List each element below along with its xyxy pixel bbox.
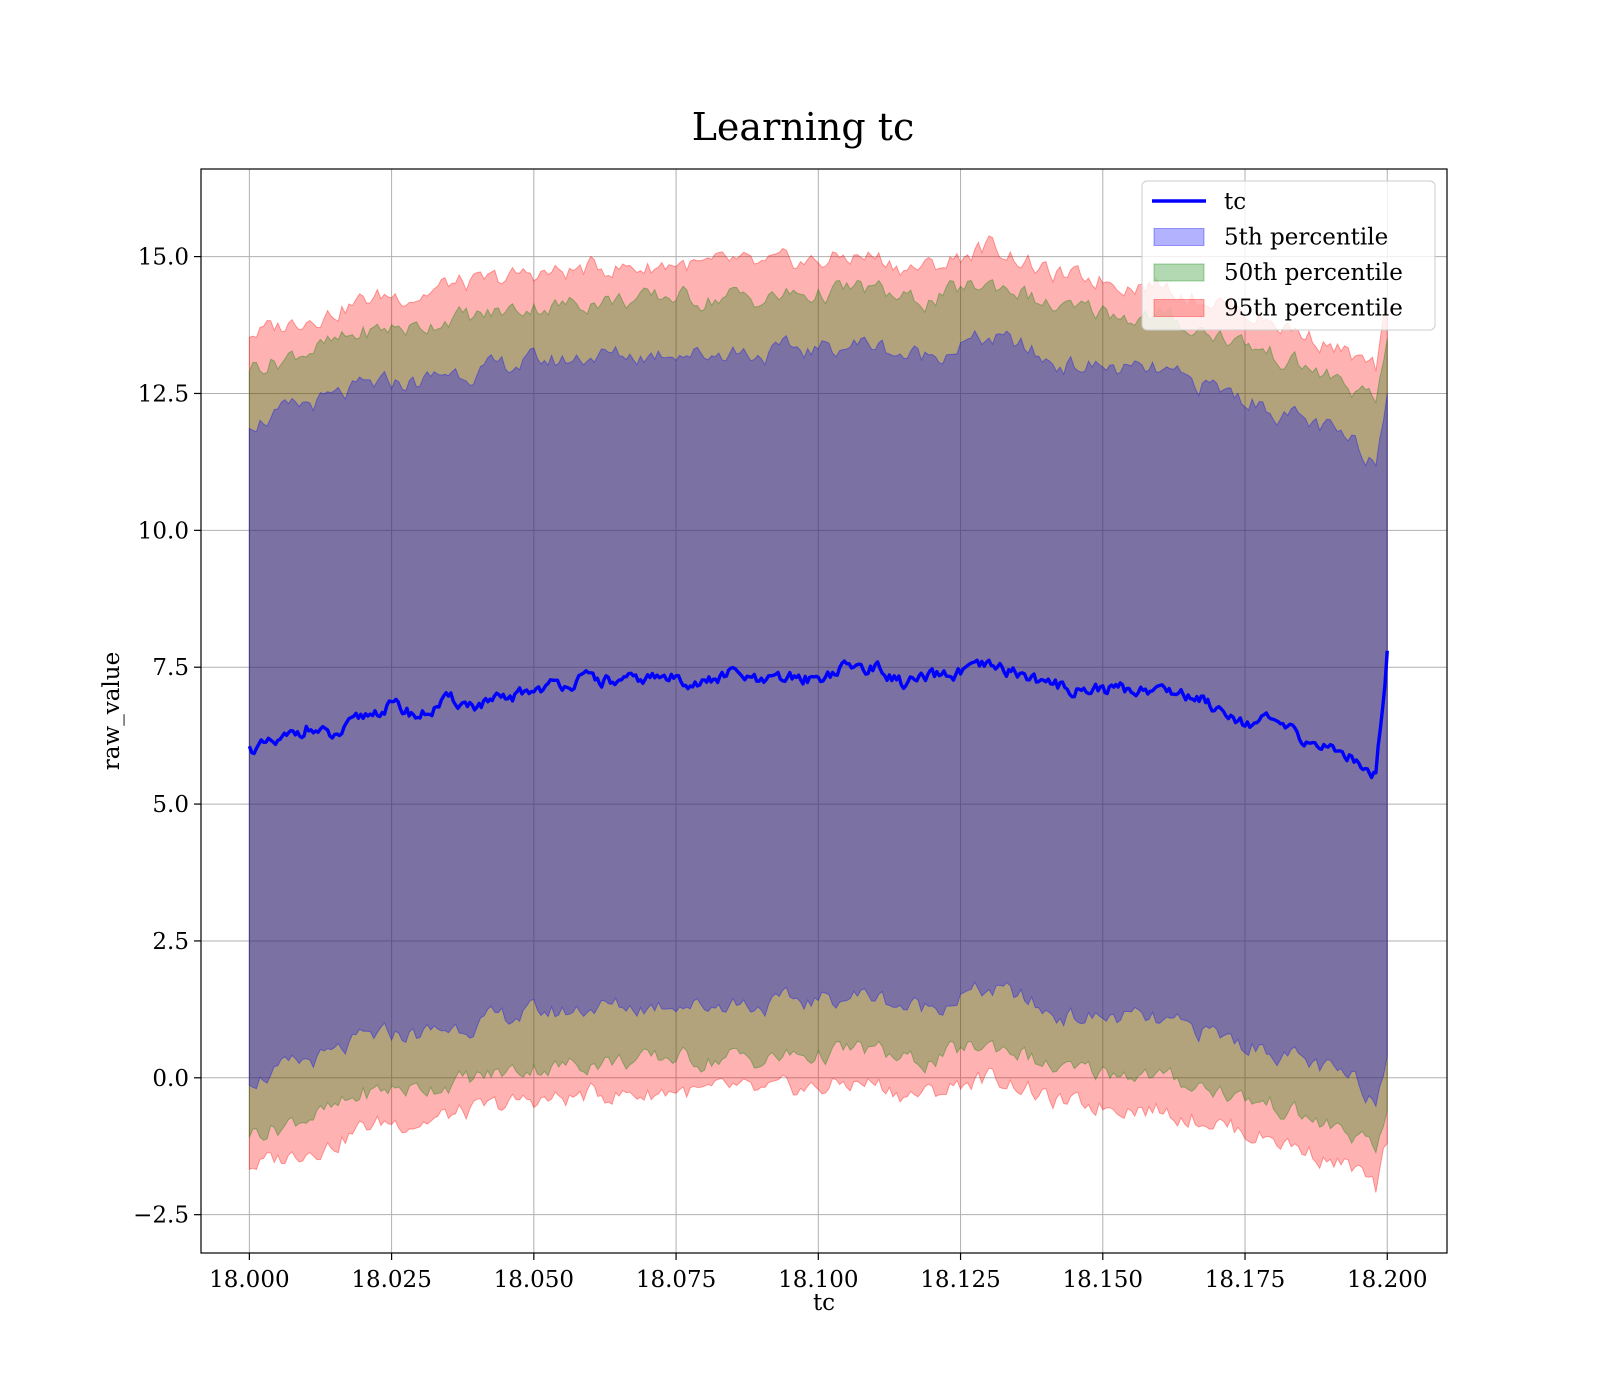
x-tick-label: 18.050 [494, 1267, 574, 1293]
y-tick-label: 0.0 [152, 1066, 189, 1092]
band-95th [248, 235, 1388, 1193]
ticks: 18.000 18.025 18.050 18.075 18.100 18.125 18.1… [133, 245, 1427, 1293]
x-tick-label: 18.200 [1347, 1267, 1427, 1293]
legend-swatch-95th [1153, 299, 1205, 317]
x-tick-label: 18.100 [778, 1267, 858, 1293]
x-tick-label: 18.175 [1205, 1267, 1285, 1293]
legend-swatch-50th [1153, 263, 1205, 282]
x-axis-label: tc [813, 1290, 835, 1316]
x-tick-label: 18.025 [351, 1267, 431, 1293]
y-tick-label: −2.5 [133, 1203, 189, 1229]
x-tick-label: 18.150 [1063, 1267, 1143, 1293]
legend-swatch-5th [1153, 228, 1205, 246]
y-tick-label: 12.5 [138, 381, 189, 407]
y-tick-label: 15.0 [138, 245, 189, 271]
legend-box [1141, 180, 1436, 331]
x-tick-label: 18.125 [920, 1267, 1000, 1293]
plot-frame [200, 168, 1448, 1254]
legend: tc 5th percentile 50th percentile 95th perc… [1141, 180, 1436, 331]
percentile-bands [248, 235, 1388, 1193]
x-tick-label: 18.000 [209, 1267, 289, 1293]
y-tick-label: 5.0 [152, 792, 189, 818]
band-50th [248, 279, 1388, 1155]
y-axis-label: raw_value [99, 652, 125, 770]
legend-label: tc [1224, 189, 1246, 215]
band-5th [248, 329, 1388, 1108]
x-tick-label: 18.075 [636, 1267, 716, 1293]
tc-line-group [247, 650, 1389, 780]
y-tick-label: 10.0 [138, 518, 189, 544]
y-tick-label: 7.5 [152, 655, 189, 681]
legend-label: 50th percentile [1224, 260, 1403, 286]
chart-title: Learning tc [692, 105, 915, 149]
legend-label: 5th percentile [1224, 225, 1388, 251]
y-tick-label: 2.5 [152, 929, 189, 955]
series-tc-line [247, 650, 1389, 780]
legend-label: 95th percentile [1224, 296, 1403, 322]
